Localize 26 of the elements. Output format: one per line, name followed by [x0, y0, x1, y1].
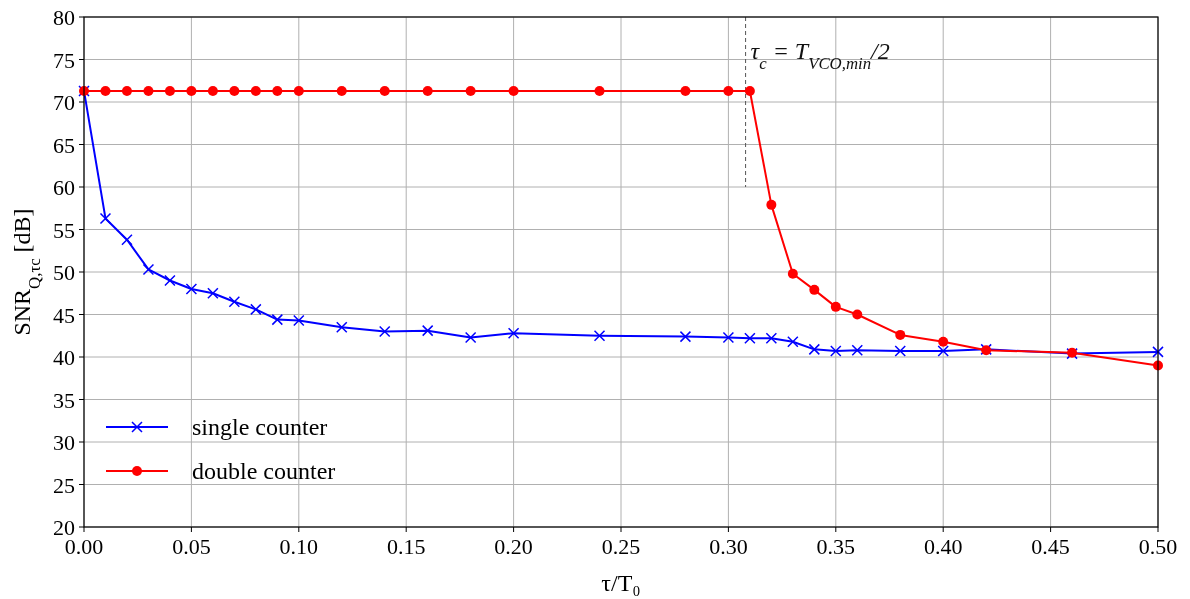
y-tick-label: 30	[53, 430, 75, 455]
y-tick-label: 35	[53, 387, 75, 413]
x-tick-label: 0.05	[172, 534, 211, 559]
y-tick-label: 55	[53, 217, 75, 243]
x-tick-label: 0.25	[601, 534, 641, 559]
x-tick-label: 0.40	[923, 534, 963, 559]
legend-label: single counter	[192, 414, 328, 440]
x-tick-label: 0.15	[386, 534, 426, 559]
y-tick-label: 50	[53, 260, 75, 285]
y-tick-label: 80	[53, 5, 75, 30]
y-tick-label: 45	[53, 302, 75, 328]
y-tick-label: 40	[53, 345, 75, 370]
x-tick-label: 0.10	[279, 534, 319, 559]
x-tick-label: 0.20	[494, 534, 533, 559]
y-tick-label: 60	[53, 175, 75, 200]
y-tick-label: 75	[53, 47, 75, 73]
x-axis-title: τ/T₀	[601, 570, 641, 596]
y-tick-label: 25	[53, 472, 75, 498]
x-tick-label: 0.50	[1138, 534, 1178, 559]
y-tick-label: 65	[53, 132, 75, 158]
y-tick-label: 70	[53, 90, 75, 115]
ref-line-label: τ$_{c}$ = T$_{VCO,min}$/2	[750, 38, 890, 73]
x-tick-label: 0.45	[1031, 534, 1070, 559]
x-tick-label: 0.30	[709, 534, 748, 559]
x-tick-label: 0.35	[816, 534, 856, 559]
legend-label: double counter	[192, 458, 336, 484]
